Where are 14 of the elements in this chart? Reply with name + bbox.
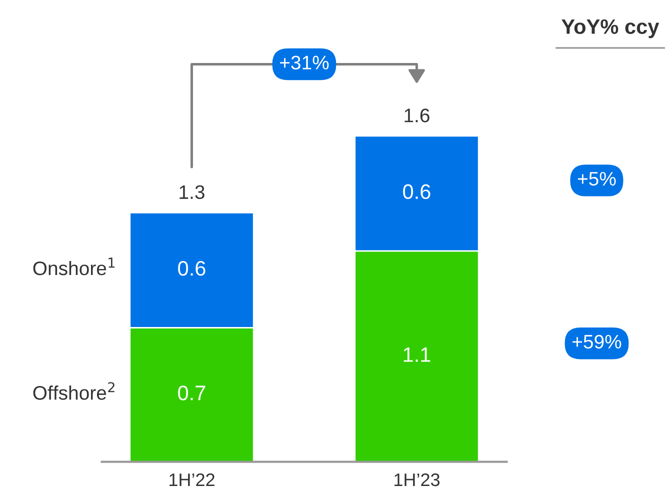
total-label: 1.3 <box>180 185 204 200</box>
series-label: Offshore$^{2}$ <box>33 382 114 400</box>
total-label: 1.6 <box>404 108 430 122</box>
text: YoY% ccy <box>562 19 660 38</box>
text: +5% <box>578 172 616 186</box>
series-label: Onshore$^{1}$ <box>33 258 115 276</box>
text: +59% <box>572 334 622 349</box>
data-label: 1.1 <box>404 347 430 362</box>
data-label: 0.6 <box>178 260 206 276</box>
x-tick-label: 1H’22 <box>170 473 214 486</box>
data-label: 0.6 <box>403 184 430 200</box>
text: +31% <box>280 56 329 70</box>
data-label: 0.7 <box>178 386 206 400</box>
x-tick-label: 1H’23 <box>394 473 440 486</box>
